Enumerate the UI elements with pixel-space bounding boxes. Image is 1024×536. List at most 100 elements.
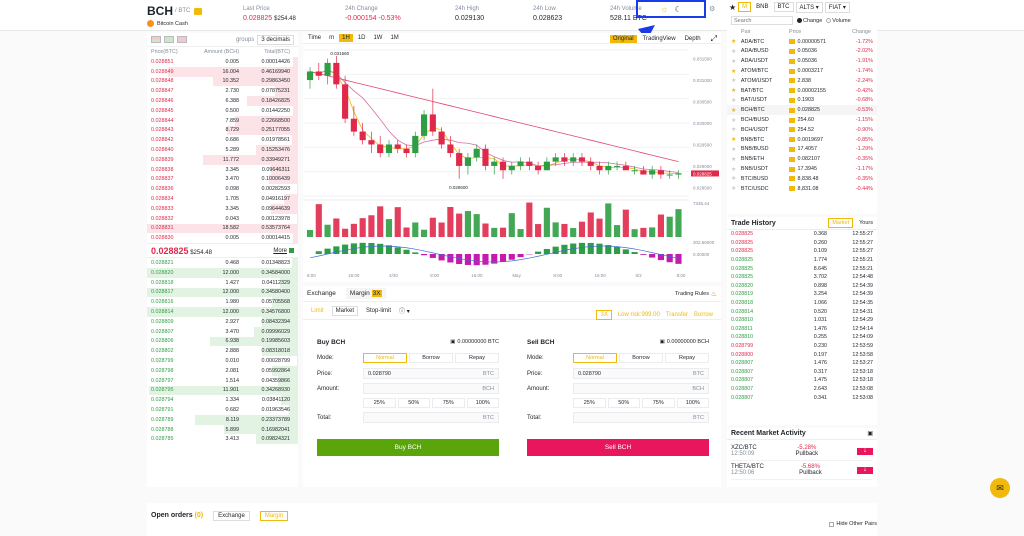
orderbook-row[interactable]: 0.028791 0.682 0.01963546 [147, 405, 298, 415]
view-depth[interactable]: Depth [684, 36, 701, 42]
orderbook-row[interactable]: 0.028797 1.514 0.04359866 [147, 375, 298, 386]
market-row[interactable]: ★ BNB/USDT 17.3945 -1.17% [727, 164, 877, 174]
sell-pct-100[interactable]: 100% [676, 398, 709, 408]
market-row[interactable]: ★ BCH/BTC 0.028825 -0.53% [727, 105, 877, 116]
orderbook-row[interactable]: 0.028836 0.098 0.00282593 [147, 184, 298, 195]
sell-mode-normal[interactable]: Normal [573, 353, 617, 363]
book-asks-icon[interactable] [177, 36, 187, 43]
sell-amount-input[interactable]: BCH [573, 383, 709, 394]
order-type-market[interactable]: Market [331, 305, 359, 316]
orderbook-row[interactable]: 0.028820 12.000 0.34584000 [147, 267, 298, 278]
orderbook-row[interactable]: 0.028842 0.686 0.01978561 [147, 135, 298, 146]
market-row[interactable]: ★ BCH/BUSD 254.60 -1.15% [727, 115, 877, 125]
decimals-select[interactable]: 3 decimals [257, 34, 294, 45]
trading-rules-link[interactable]: Trading Rules [674, 291, 709, 297]
star-icon[interactable]: ★ [731, 117, 737, 124]
orderbook-row[interactable]: 0.028814 12.000 0.34576800 [147, 307, 298, 317]
star-icon[interactable]: ★ [731, 97, 737, 104]
sell-mode-repay[interactable]: Repay [665, 353, 709, 363]
star-icon[interactable]: ★ [731, 68, 737, 75]
orderbook-row[interactable]: 0.028840 5.289 0.15253476 [147, 145, 298, 155]
market-tab-btc[interactable]: BTC [773, 2, 794, 12]
orderbook-row[interactable]: 0.028799 0.010 0.00028799 [147, 356, 298, 366]
oo-tab-exchange[interactable]: Exchange [213, 510, 250, 521]
borrow-link[interactable]: Borrow [693, 312, 713, 318]
orderbook-row[interactable]: 0.028848 10.352 0.29863450 [147, 76, 298, 87]
star-icon[interactable]: ★ [731, 156, 737, 163]
sell-mode-borrow[interactable]: Borrow [619, 353, 663, 363]
buy-pct-75[interactable]: 75% [432, 398, 465, 408]
activity-item[interactable]: XZC/BTC 12:50:09 -5.28% Pullback ⇣ [731, 442, 873, 461]
sell-total-input[interactable]: BTC [573, 412, 709, 423]
buy-button[interactable]: Buy BCH [317, 439, 499, 456]
orderbook-row[interactable]: 0.028851 0.005 0.00014426 [147, 57, 298, 67]
star-icon[interactable]: ★ [731, 146, 737, 153]
orderbook-row[interactable]: 0.028809 2.927 0.08432394 [147, 316, 298, 327]
collapse-icon[interactable]: ▣ [867, 431, 873, 437]
chart-interval-time[interactable]: Time [308, 35, 322, 41]
market-search-input[interactable] [731, 16, 793, 25]
buy-price-input[interactable]: 0.028790 BTC [363, 368, 499, 379]
tab-exchange[interactable]: Exchange [307, 290, 336, 297]
market-row[interactable]: ★ BAT/BTC 0.00002155 -0.42% [727, 86, 877, 96]
orderbook-row[interactable]: 0.028830 0.005 0.00014415 [147, 233, 298, 244]
transfer-link[interactable]: Transfer [665, 312, 688, 318]
star-icon[interactable]: ★ [731, 186, 737, 193]
buy-amount-input[interactable]: BCH [363, 383, 499, 394]
star-icon[interactable]: ★ [731, 127, 737, 134]
more-link[interactable]: More [273, 247, 287, 254]
fullscreen-icon[interactable]: ⤢ [710, 34, 717, 43]
view-tradingview[interactable]: TradingView [642, 36, 676, 42]
hide-other-pairs[interactable]: Hide Other Pairs [829, 521, 877, 527]
orderbook-row[interactable]: 0.028833 3.345 0.09644639 [147, 203, 298, 214]
orderbook-row[interactable]: 0.028847 2.730 0.07875231 [147, 86, 298, 97]
view-original[interactable]: Original [609, 35, 637, 43]
orderbook-row[interactable]: 0.028785 3.413 0.09824321 [147, 434, 298, 445]
orderbook-row[interactable]: 0.028817 12.000 0.34580400 [147, 287, 298, 298]
chart-interval-1w[interactable]: 1W [373, 35, 383, 41]
orderbook-row[interactable]: 0.028794 1.334 0.03841120 [147, 395, 298, 406]
buy-pct-50[interactable]: 50% [397, 398, 430, 408]
market-row[interactable]: ★ BNB/ETH 0.082107 -0.35% [727, 154, 877, 164]
buy-total-input[interactable]: BTC [363, 412, 499, 423]
orderbook-row[interactable]: 0.028795 11.901 0.34268930 [147, 385, 298, 396]
orderbook-row[interactable]: 0.028838 3.345 0.09646311 [147, 164, 298, 175]
orderbook-row[interactable]: 0.028806 6.938 0.19985603 [147, 336, 298, 347]
sell-button[interactable]: Sell BCH [527, 439, 709, 456]
sell-pct-75[interactable]: 75% [642, 398, 675, 408]
orderbook-row[interactable]: 0.028798 2.081 0.05992864 [147, 365, 298, 376]
activity-item[interactable]: THETA/BTC 12:50:06 -5.68% Pullback ⇣ [731, 461, 873, 480]
th-tab-yours[interactable]: Yours [859, 220, 873, 226]
order-type-stoplimit[interactable]: Stop-limit [366, 307, 392, 314]
sort-volume-radio[interactable]: Volume [826, 18, 851, 24]
orderbook-row[interactable]: 0.028843 8.729 0.25177055 [147, 125, 298, 136]
market-row[interactable]: ★ ATOM/USDT 2.838 -2.24% [727, 76, 877, 86]
orderbook-row[interactable]: 0.028837 3.470 0.10006439 [147, 174, 298, 185]
market-tab-alts[interactable]: ALTS ▾ [795, 1, 823, 13]
market-row[interactable]: ★ ATOM/BTC 0.0003217 -1.74% [727, 66, 877, 76]
orderbook-row[interactable]: 0.028802 2.888 0.08318018 [147, 346, 298, 357]
buy-mode-borrow[interactable]: Borrow [409, 353, 453, 363]
book-bids-icon[interactable] [164, 36, 174, 43]
orderbook-row[interactable]: 0.028821 0.468 0.01348823 [147, 258, 298, 268]
orderbook-row[interactable]: 0.028839 11.772 0.33949271 [147, 154, 298, 165]
sell-pct-25[interactable]: 25% [573, 398, 606, 408]
moon-icon[interactable]: ☾ [674, 4, 682, 14]
market-row[interactable]: ★ BNB/BTC 0.0019697 -0.85% [727, 135, 877, 145]
buy-pct-25[interactable]: 25% [363, 398, 396, 408]
market-row[interactable]: ★ ADA/BTC 0.00000571 -1.72% [727, 37, 877, 47]
sort-change-radio[interactable]: Change [797, 18, 822, 24]
order-type-limit[interactable]: Limit [311, 307, 324, 314]
favorites-star-icon[interactable]: ★ [729, 2, 737, 12]
orderbook-row[interactable]: 0.028831 18.582 0.53573764 [147, 223, 298, 234]
orderbook-row[interactable]: 0.028834 1.705 0.04916197 [147, 194, 298, 204]
orderbook-row[interactable]: 0.028816 1.980 0.05705568 [147, 297, 298, 308]
buy-pct-100[interactable]: 100% [466, 398, 499, 408]
market-row[interactable]: ★ ADA/BUSD 0.05036 -2.02% [727, 47, 877, 57]
chart-interval-m[interactable]: m [329, 35, 335, 41]
tab-margin[interactable]: Margin 3X [345, 288, 386, 299]
market-row[interactable]: ★ ADA/USDT 0.05036 -1.91% [727, 56, 877, 66]
star-icon[interactable]: ★ [731, 88, 737, 95]
market-row[interactable]: ★ BNB/BUSD 17.4057 -1.29% [727, 145, 877, 155]
star-icon[interactable]: ★ [731, 166, 737, 173]
